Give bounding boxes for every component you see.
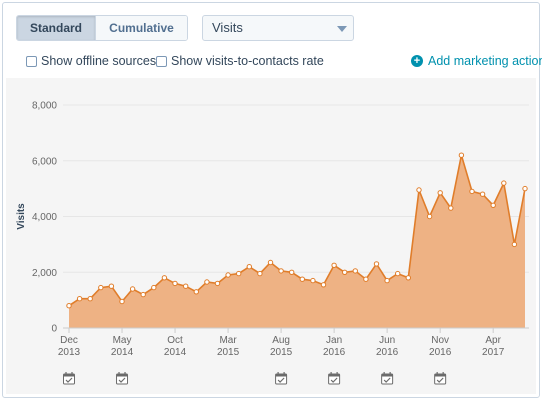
data-point[interactable] [490, 202, 496, 209]
x-tick-label: Apr [485, 335, 501, 346]
x-tick-label: Aug [272, 335, 290, 346]
data-point[interactable] [236, 270, 242, 277]
data-point[interactable] [267, 259, 274, 266]
x-tick-label: Mar [219, 335, 237, 346]
y-axis-title: Visits [16, 203, 27, 230]
data-point[interactable] [426, 213, 433, 220]
x-tick-label: Dec [60, 335, 78, 346]
data-point[interactable] [522, 185, 528, 192]
x-tick-label: May [113, 335, 132, 346]
data-point[interactable] [140, 291, 146, 298]
data-point[interactable] [193, 289, 200, 295]
calendar-check-icon[interactable] [328, 372, 341, 385]
data-point[interactable] [448, 205, 454, 211]
data-point[interactable] [395, 270, 401, 277]
x-tick-label: 2013 [58, 347, 81, 358]
data-point[interactable] [87, 296, 93, 302]
add-marketing-action-link[interactable]: + Add marketing action [411, 54, 542, 68]
calendar-check-icon[interactable] [116, 372, 129, 385]
x-tick-label: 2016 [323, 347, 346, 358]
show-offline-sources-checkbox[interactable]: Show offline sources [26, 54, 156, 68]
data-point[interactable] [225, 272, 231, 278]
data-point[interactable] [479, 191, 486, 197]
checkbox-box[interactable] [26, 55, 37, 67]
data-point[interactable] [384, 277, 390, 284]
data-point[interactable] [373, 261, 380, 267]
data-point[interactable] [151, 284, 157, 291]
x-tick-label: 2016 [376, 347, 399, 358]
data-point[interactable] [183, 283, 189, 289]
data-point[interactable] [66, 303, 72, 309]
x-tick-label: Jun [379, 335, 395, 346]
plus-circle-icon: + [411, 55, 423, 67]
checkbox-label: Show offline sources [41, 54, 157, 68]
x-tick-label: 2016 [429, 347, 452, 358]
data-point[interactable] [469, 188, 475, 195]
calendar-check-icon[interactable] [381, 372, 394, 385]
visits-area [69, 155, 525, 328]
chevron-down-icon [337, 26, 347, 32]
data-point[interactable] [108, 283, 115, 289]
standard-toggle-button[interactable]: Standard [17, 16, 95, 40]
x-tick-label: Oct [167, 335, 183, 346]
x-tick-label: Jan [326, 335, 342, 346]
y-tick-label: 4,000 [32, 212, 57, 223]
data-point[interactable] [320, 282, 327, 288]
x-tick-label: Nov [431, 335, 449, 346]
data-point[interactable] [437, 190, 443, 196]
x-tick-label: 2014 [164, 347, 187, 358]
data-point[interactable] [98, 284, 104, 291]
x-tick-label: 2014 [111, 347, 134, 358]
data-point[interactable] [363, 276, 369, 282]
y-tick-label: 6,000 [32, 156, 57, 167]
data-point[interactable] [119, 298, 125, 305]
metric-select[interactable]: Visits [202, 15, 354, 41]
y-tick-label: 0 [51, 324, 57, 335]
data-point[interactable] [289, 269, 295, 276]
calendar-check-icon[interactable] [275, 372, 288, 385]
data-point[interactable] [501, 180, 507, 186]
data-point[interactable] [257, 270, 263, 277]
visits-chart: 02,0004,0006,0008,000VisitsDec2013May201… [16, 101, 529, 385]
add-marketing-action-label: Add marketing action [428, 54, 542, 68]
x-tick-label: 2015 [217, 347, 240, 358]
data-point[interactable] [278, 268, 284, 274]
data-point[interactable] [458, 152, 465, 158]
data-point[interactable] [129, 286, 136, 292]
data-point[interactable] [342, 269, 348, 276]
chart-area: 0 2,000 4,000 6,000 8,000 Visits Dec 2013 May 201… [6, 78, 536, 394]
view-mode-toggle: Standard Cumulative [16, 15, 188, 41]
data-point[interactable] [246, 264, 253, 270]
calendar-check-icon[interactable] [434, 372, 447, 385]
data-point[interactable] [352, 268, 358, 274]
data-point[interactable] [204, 279, 210, 285]
data-point[interactable] [172, 280, 178, 287]
show-visits-to-contacts-rate-checkbox[interactable]: Show visits-to-contacts rate [156, 54, 324, 68]
data-point[interactable] [511, 241, 518, 248]
data-point[interactable] [161, 275, 168, 281]
y-tick-label: 8,000 [32, 101, 57, 112]
x-tick-label: 2017 [482, 347, 505, 358]
y-tick-label: 2,000 [32, 268, 57, 279]
data-point[interactable] [416, 187, 422, 193]
checkbox-box[interactable] [156, 55, 167, 67]
cumulative-toggle-button[interactable]: Cumulative [95, 16, 187, 40]
calendar-check-icon[interactable] [63, 372, 75, 385]
data-point[interactable] [310, 277, 316, 284]
data-point[interactable] [299, 276, 305, 282]
data-point[interactable] [76, 296, 83, 302]
checkbox-label: Show visits-to-contacts rate [171, 54, 324, 68]
data-point[interactable] [405, 275, 411, 281]
data-point[interactable] [214, 280, 221, 287]
x-tick-label: 2015 [270, 347, 293, 358]
data-point[interactable] [331, 262, 337, 269]
metric-select-value: Visits [212, 20, 243, 35]
